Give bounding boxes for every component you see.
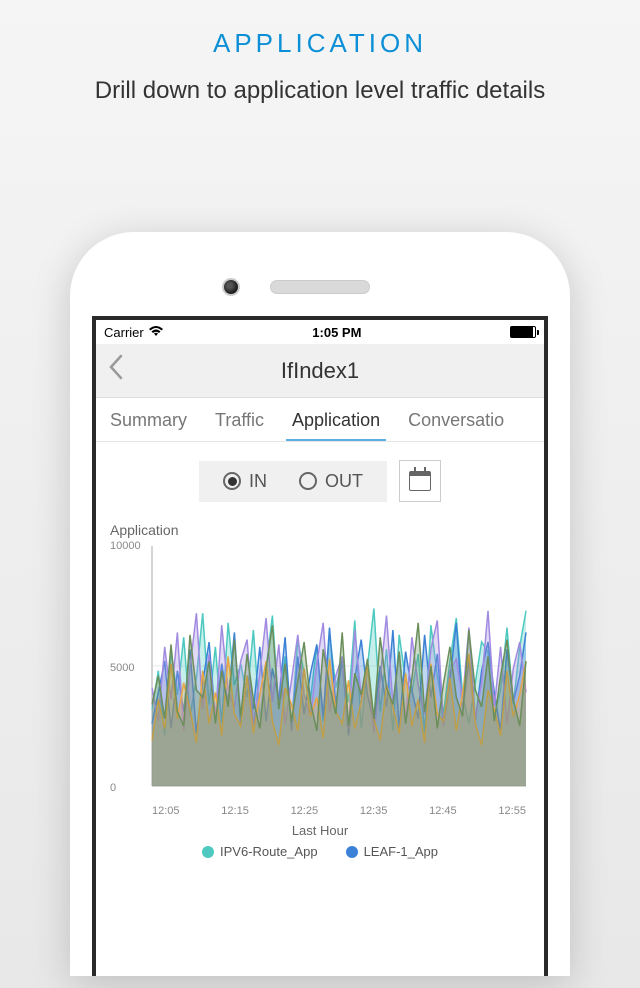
legend-label: IPV6-Route_App <box>220 844 318 859</box>
tab-traffic[interactable]: Traffic <box>201 398 278 441</box>
nav-bar: IfIndex1 <box>96 344 544 398</box>
back-button[interactable] <box>96 354 136 387</box>
x-tick-label: 12:35 <box>360 805 388 817</box>
application-chart <box>110 540 530 800</box>
radio-out-label: OUT <box>325 471 363 492</box>
tab-bar: SummaryTrafficApplicationConversatio <box>96 398 544 442</box>
phone-screen: Carrier 1:05 PM IfIndex1 SummaryTrafficA… <box>92 316 548 976</box>
radio-out[interactable]: OUT <box>299 471 363 492</box>
legend-label: LEAF-1_App <box>364 844 438 859</box>
chart-area: Application 10000 5000 0 12:05 12:15 12:25… <box>96 514 544 859</box>
y-tick-label: 10000 <box>110 540 141 552</box>
wifi-icon <box>148 324 164 340</box>
battery-icon <box>510 326 536 338</box>
tab-summary[interactable]: Summary <box>96 398 201 441</box>
x-tick-label: 12:55 <box>498 805 526 817</box>
x-tick-label: 12:15 <box>221 805 249 817</box>
calendar-button[interactable] <box>399 460 441 502</box>
phone-frame: Carrier 1:05 PM IfIndex1 SummaryTrafficA… <box>70 232 570 976</box>
promo-title: APPLICATION <box>0 28 640 59</box>
status-bar: Carrier 1:05 PM <box>96 320 544 344</box>
speaker-icon <box>270 280 370 294</box>
radio-icon <box>223 472 241 490</box>
y-tick-label: 5000 <box>110 662 134 674</box>
camera-icon <box>222 278 240 296</box>
legend-dot-icon <box>346 846 358 858</box>
radio-icon <box>299 472 317 490</box>
carrier-label: Carrier <box>104 325 144 340</box>
legend-dot-icon <box>202 846 214 858</box>
x-tick-labels: 12:05 12:15 12:25 12:35 12:45 12:55 <box>110 805 530 817</box>
legend-item: LEAF-1_App <box>346 844 438 859</box>
page-title: IfIndex1 <box>96 358 544 384</box>
status-time: 1:05 PM <box>312 325 361 340</box>
filter-row: IN OUT <box>96 442 544 514</box>
tab-application[interactable]: Application <box>278 398 394 441</box>
y-tick-label: 0 <box>110 782 116 794</box>
calendar-icon <box>409 471 431 491</box>
tab-conversatio[interactable]: Conversatio <box>394 398 518 441</box>
phone-speaker-area <box>92 252 548 316</box>
legend-item: IPV6-Route_App <box>202 844 318 859</box>
x-tick-label: 12:45 <box>429 805 457 817</box>
direction-radio-group: IN OUT <box>199 461 387 502</box>
chart-title: Application <box>110 522 530 538</box>
x-tick-label: 12:05 <box>152 805 180 817</box>
x-axis-title: Last Hour <box>110 823 530 838</box>
radio-in-label: IN <box>249 471 267 492</box>
x-tick-label: 12:25 <box>291 805 319 817</box>
chart-legend: IPV6-Route_App LEAF-1_App <box>110 844 530 859</box>
radio-in[interactable]: IN <box>223 471 267 492</box>
promo-subtitle: Drill down to application level traffic … <box>0 75 640 107</box>
